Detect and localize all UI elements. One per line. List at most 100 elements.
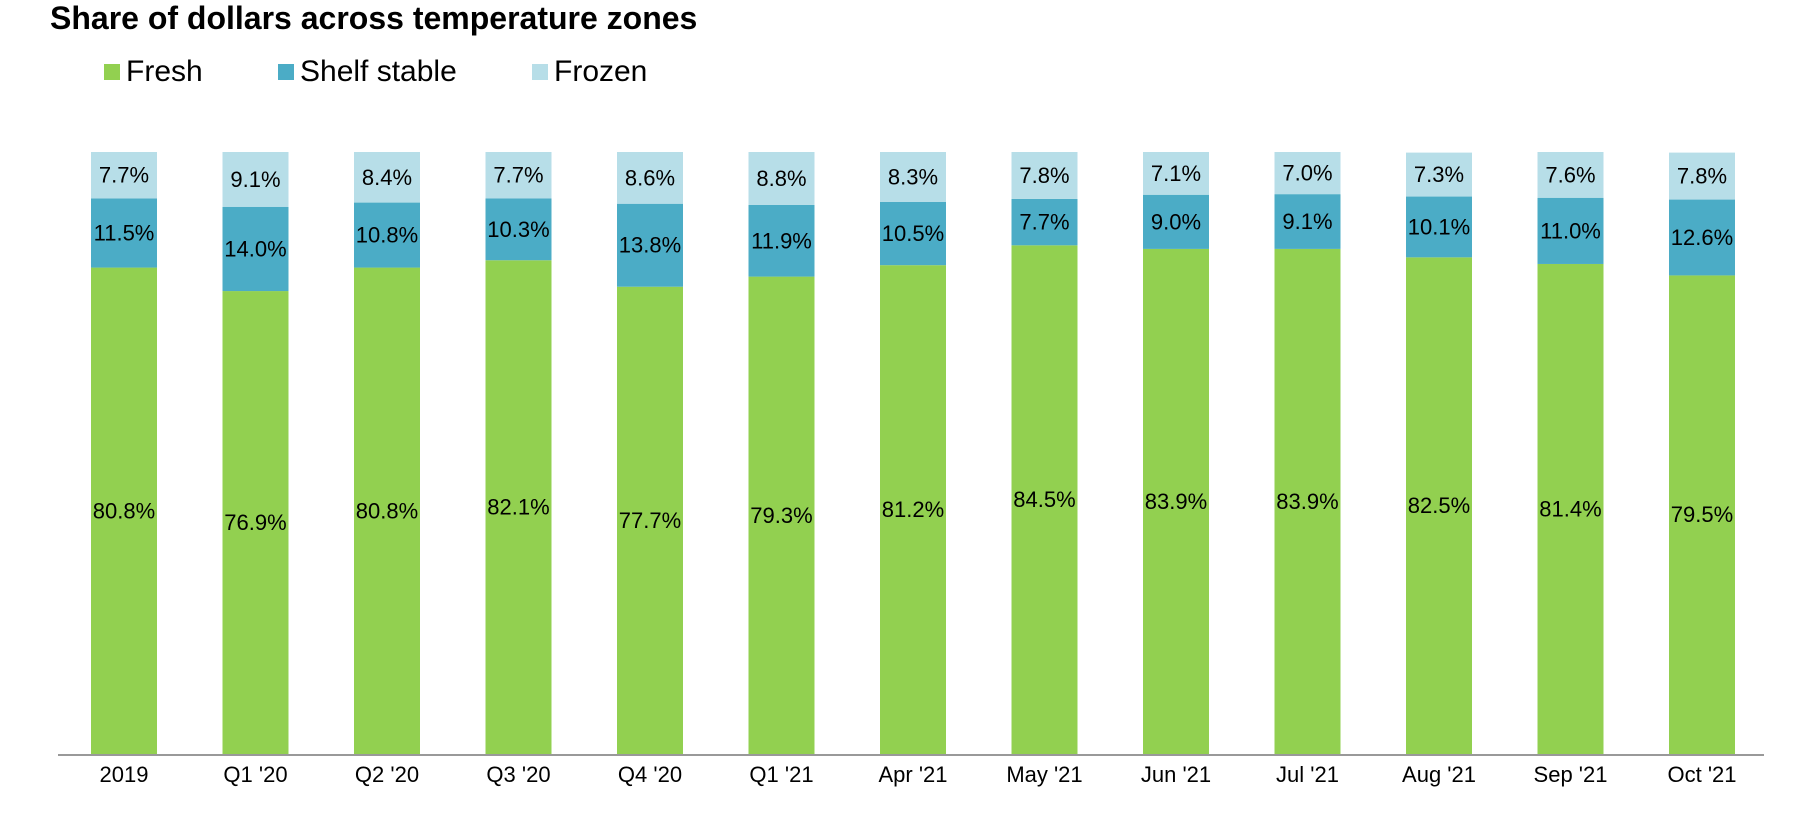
bar-fresh-sep-21 <box>1537 263 1604 754</box>
bar-frozen-jul-21 <box>1274 152 1341 195</box>
bar-frozen-aug-21 <box>1406 152 1472 197</box>
bar-frozen-oct-21 <box>1669 152 1735 200</box>
bar-shelf-stable-q2-20 <box>354 202 420 268</box>
x-tick-label-jun-21: Jun '21 <box>1141 762 1211 787</box>
bar-frozen-2019 <box>91 152 157 199</box>
data-label-frozen-aug-21: 7.3% <box>1414 162 1464 187</box>
x-tick-label-sep-21: Sep '21 <box>1534 762 1608 787</box>
legend-item-shelf-stable: Shelf stable <box>278 52 457 92</box>
bar-fresh-q3-20 <box>485 260 552 754</box>
bar-shelf-stable-jun-21 <box>1143 194 1209 249</box>
data-label-shelf-stable-jun-21: 9.0% <box>1151 209 1201 234</box>
bar-shelf-stable-2019 <box>91 198 157 268</box>
bar-frozen-q1-20 <box>222 152 289 207</box>
data-label-frozen-jul-21: 7.0% <box>1282 161 1332 186</box>
data-label-frozen-q3-20: 7.7% <box>493 163 543 188</box>
bar-shelf-stable-may-21 <box>1011 198 1078 246</box>
bar-frozen-may-21 <box>1011 152 1078 199</box>
data-label-frozen-sep-21: 7.6% <box>1545 162 1595 187</box>
data-label-frozen-q1-21: 8.8% <box>756 166 806 191</box>
legend-label-frozen: Frozen <box>554 55 648 88</box>
data-label-fresh-q2-20: 80.8% <box>356 498 418 523</box>
data-label-fresh-2019: 80.8% <box>93 498 155 523</box>
data-label-fresh-apr-21: 81.2% <box>882 497 944 522</box>
data-label-shelf-stable-jul-21: 9.1% <box>1282 209 1332 234</box>
x-tick-label-q2-20: Q2 '20 <box>355 762 419 787</box>
bar-fresh-may-21 <box>1011 245 1078 754</box>
legend-swatch-fresh <box>104 64 120 80</box>
x-tick-label-apr-21: Apr '21 <box>878 762 947 787</box>
x-tick-label-2019: 2019 <box>100 762 149 787</box>
x-tick-label-q4-20: Q4 '20 <box>618 762 682 787</box>
bar-shelf-stable-jul-21 <box>1274 194 1341 249</box>
x-tick-label-aug-21: Aug '21 <box>1402 762 1476 787</box>
data-label-shelf-stable-apr-21: 10.5% <box>882 221 944 246</box>
data-label-shelf-stable-q3-20: 10.3% <box>487 217 549 242</box>
bar-frozen-q2-20 <box>354 152 420 203</box>
data-label-shelf-stable-may-21: 7.7% <box>1019 210 1069 235</box>
bar-shelf-stable-q4-20 <box>617 203 683 287</box>
data-label-shelf-stable-sep-21: 11.0% <box>1540 218 1601 243</box>
data-label-frozen-q2-20: 8.4% <box>362 165 412 190</box>
data-label-shelf-stable-oct-21: 12.6% <box>1671 225 1733 250</box>
bar-shelf-stable-q1-21 <box>748 204 815 277</box>
bar-fresh-q1-21 <box>748 276 815 754</box>
x-tick-label-jul-21: Jul '21 <box>1276 762 1339 787</box>
data-label-fresh-q4-20: 77.7% <box>619 508 681 533</box>
legend-swatch-frozen <box>532 64 548 80</box>
legend-label-fresh: Fresh <box>126 55 203 88</box>
data-label-frozen-q1-20: 9.1% <box>230 167 280 192</box>
data-label-shelf-stable-q1-20: 14.0% <box>224 236 286 261</box>
bar-frozen-q3-20 <box>485 152 552 199</box>
data-label-fresh-may-21: 84.5% <box>1013 487 1075 512</box>
data-label-shelf-stable-2019: 11.5% <box>94 220 155 245</box>
data-label-fresh-q1-21: 79.3% <box>750 503 812 528</box>
x-tick-label-oct-21: Oct '21 <box>1667 762 1736 787</box>
bar-fresh-aug-21 <box>1406 257 1472 754</box>
bar-shelf-stable-apr-21 <box>880 201 946 266</box>
bar-frozen-sep-21 <box>1537 152 1604 198</box>
bar-fresh-jun-21 <box>1143 248 1209 755</box>
bar-fresh-apr-21 <box>880 265 946 754</box>
data-label-fresh-q1-20: 76.9% <box>224 510 286 535</box>
chart-title: Share of dollars across temperature zone… <box>50 0 698 36</box>
bar-shelf-stable-sep-21 <box>1537 197 1604 264</box>
x-tick-label-q3-20: Q3 '20 <box>486 762 550 787</box>
data-label-fresh-aug-21: 82.5% <box>1408 493 1470 518</box>
x-tick-label-q1-21: Q1 '21 <box>749 762 813 787</box>
data-label-frozen-may-21: 7.8% <box>1019 163 1069 188</box>
data-label-frozen-oct-21: 7.8% <box>1677 164 1727 189</box>
data-label-shelf-stable-q1-21: 11.9% <box>751 228 812 253</box>
bar-shelf-stable-oct-21 <box>1669 199 1735 276</box>
bar-fresh-q4-20 <box>617 286 683 754</box>
data-label-shelf-stable-q4-20: 13.8% <box>619 233 681 258</box>
x-tick-label-q1-20: Q1 '20 <box>223 762 287 787</box>
bar-fresh-q2-20 <box>354 267 420 754</box>
bar-frozen-jun-21 <box>1143 152 1209 195</box>
bar-shelf-stable-q3-20 <box>485 198 552 261</box>
data-label-shelf-stable-aug-21: 10.1% <box>1408 214 1470 239</box>
data-label-frozen-2019: 7.7% <box>99 163 149 188</box>
legend-swatch-shelf-stable <box>278 64 294 80</box>
data-label-fresh-sep-21: 81.4% <box>1539 496 1601 521</box>
bar-fresh-jul-21 <box>1274 248 1341 755</box>
data-label-frozen-apr-21: 8.3% <box>888 164 938 189</box>
data-label-frozen-q4-20: 8.6% <box>625 165 675 190</box>
bar-frozen-q4-20 <box>617 152 683 204</box>
bar-frozen-apr-21 <box>880 152 946 202</box>
bar-shelf-stable-aug-21 <box>1406 196 1472 258</box>
bar-fresh-2019 <box>91 267 157 754</box>
data-label-frozen-jun-21: 7.1% <box>1151 161 1201 186</box>
data-label-fresh-q3-20: 82.1% <box>487 495 549 520</box>
bar-fresh-oct-21 <box>1669 275 1735 754</box>
data-label-fresh-jul-21: 83.9% <box>1276 489 1338 514</box>
legend-item-fresh: Fresh <box>104 52 203 92</box>
data-label-fresh-oct-21: 79.5% <box>1671 502 1733 527</box>
x-tick-label-may-21: May '21 <box>1006 762 1082 787</box>
data-label-fresh-jun-21: 83.9% <box>1145 489 1207 514</box>
bar-shelf-stable-q1-20 <box>222 206 289 292</box>
bar-fresh-q1-20 <box>222 291 289 754</box>
bar-frozen-q1-21 <box>748 152 815 205</box>
legend-item-frozen: Frozen <box>532 52 647 92</box>
